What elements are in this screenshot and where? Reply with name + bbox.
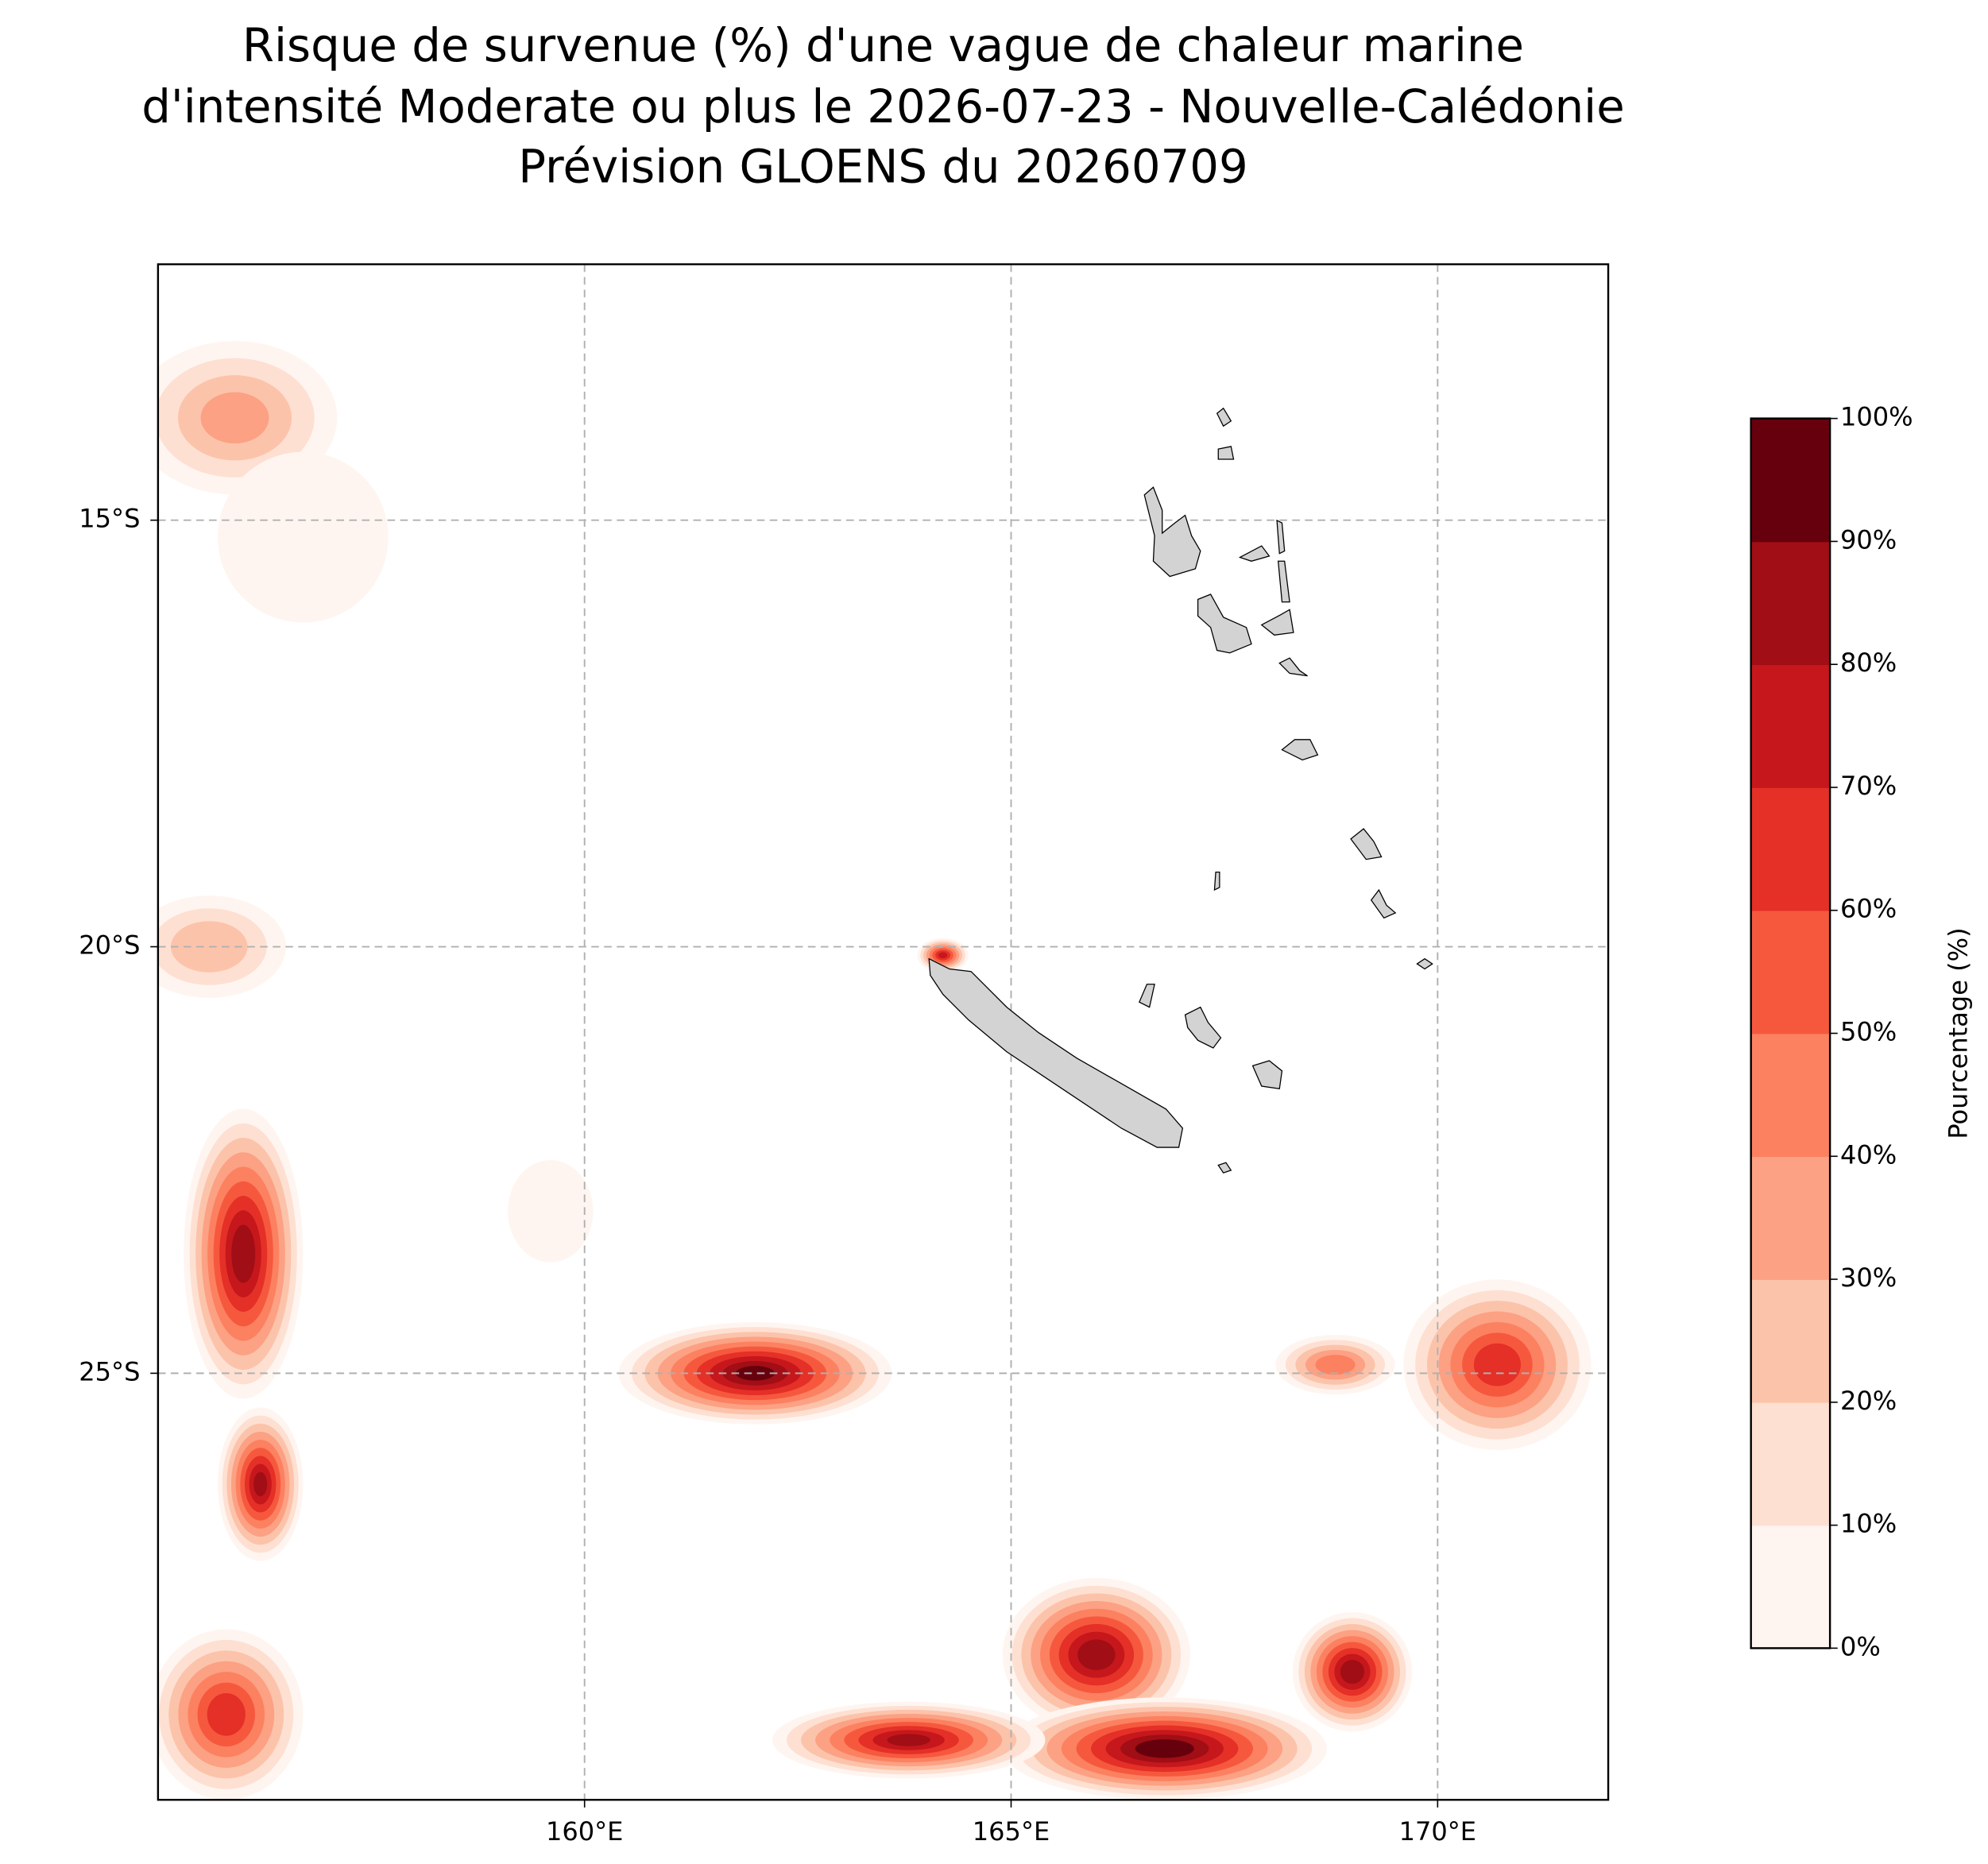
- colorbar-tick-label: 100%: [1840, 402, 1913, 432]
- contour-level: [231, 1224, 256, 1283]
- contour-level: [1135, 1739, 1194, 1758]
- island: [1139, 984, 1155, 1008]
- contour-level: [735, 1366, 775, 1381]
- chart-title: d'intensité Moderate ou plus le 2026-07-…: [141, 79, 1625, 133]
- colorbar-swatch: [1750, 787, 1831, 911]
- colorbar-swatch: [1750, 1402, 1831, 1526]
- colorbar-tick-label: 0%: [1840, 1631, 1881, 1661]
- map-frame: [157, 263, 1610, 1801]
- island: [1238, 545, 1271, 562]
- colorbar-tick-label: 10%: [1840, 1509, 1897, 1539]
- island: [1276, 519, 1286, 555]
- contour-level: [253, 1471, 268, 1497]
- y-tick-label: 20°S: [79, 930, 140, 961]
- colorbar-swatch: [1750, 1033, 1831, 1158]
- colorbar-swatch: [1750, 1279, 1831, 1403]
- colorbar-tick-label: 70%: [1840, 771, 1897, 801]
- island: [1281, 739, 1319, 761]
- island: [1197, 594, 1252, 654]
- grid: [150, 264, 1609, 1808]
- islands: [928, 407, 1433, 1174]
- island: [1213, 871, 1220, 891]
- colorbar-tick-label: 60%: [1840, 894, 1897, 924]
- contour-level: [200, 392, 269, 444]
- colorbar-tick-label: 20%: [1840, 1386, 1897, 1416]
- colorbar-swatch: [1750, 910, 1831, 1034]
- island: [1217, 1162, 1232, 1174]
- colorbar-tick-label: 50%: [1840, 1017, 1897, 1047]
- island: [928, 957, 1184, 1148]
- island: [1143, 486, 1201, 578]
- x-tick-label: 170°E: [1399, 1816, 1477, 1847]
- contour-level: [1077, 1639, 1116, 1671]
- colorbar-tick-label: 80%: [1840, 648, 1897, 678]
- colorbar-tick-label: 90%: [1840, 524, 1897, 555]
- colorbar-swatch: [1750, 1156, 1831, 1280]
- contour-level: [1315, 1355, 1356, 1375]
- island: [1370, 888, 1397, 919]
- island: [1184, 1006, 1222, 1049]
- island: [1277, 560, 1290, 603]
- y-tick-label: 15°S: [79, 504, 140, 534]
- x-tick-label: 165°E: [973, 1816, 1050, 1847]
- colorbar: 0% 10% 20% 30% 40% 50% 60% 70% 80% 90% 100% Pourcen…: [1750, 402, 1974, 1661]
- chart-title: Prévision GLOENS du 20260709: [518, 140, 1248, 194]
- contour-level: [508, 1159, 594, 1263]
- colorbar-swatch: [1750, 418, 1831, 543]
- island: [1251, 1060, 1283, 1089]
- field: [157, 341, 1592, 1800]
- contour-level: [218, 451, 389, 623]
- colorbar-tick-label: 30%: [1840, 1263, 1897, 1293]
- island: [1350, 828, 1383, 860]
- contour-level: [1340, 1660, 1364, 1684]
- chart-title: Risque de survenue (%) d'une vague de ch…: [242, 18, 1524, 72]
- island: [1217, 446, 1235, 460]
- colorbar-swatch: [1750, 541, 1831, 665]
- colorbar-label: Pourcentage (%): [1944, 927, 1974, 1139]
- island: [1216, 407, 1232, 427]
- colorbar-swatch: [1750, 1525, 1831, 1649]
- island: [1416, 957, 1433, 970]
- island: [1260, 609, 1294, 636]
- contour-level: [1473, 1343, 1522, 1386]
- island: [1278, 657, 1308, 677]
- contour-level: [938, 952, 948, 959]
- contour-level: [887, 1734, 930, 1746]
- x-tick-label: 160°E: [546, 1816, 624, 1847]
- contour-level: [207, 1693, 246, 1736]
- y-tick-label: 25°S: [79, 1356, 140, 1386]
- colorbar-swatch: [1750, 664, 1831, 788]
- colorbar-tick-label: 40%: [1840, 1139, 1897, 1170]
